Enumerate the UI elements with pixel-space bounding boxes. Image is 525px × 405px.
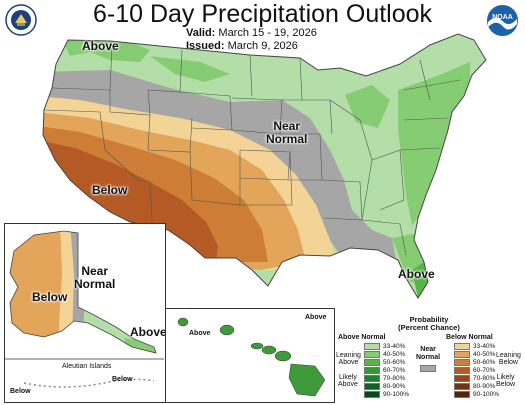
legend-below-range: 60-70%	[473, 366, 496, 374]
label-below-aleutian-right: Below	[112, 376, 133, 383]
legend-title-line1: Probability	[409, 315, 449, 324]
legend-below-swatch	[454, 359, 470, 366]
legend-above-swatch	[364, 391, 380, 398]
valid-label: Valid:	[186, 27, 216, 39]
label-above-hawaii-left: Above	[189, 330, 211, 337]
legend-above-header: Above Normal	[338, 334, 386, 341]
legend-near-header: Near Normal	[416, 346, 441, 361]
label-near-normal: Near Normal	[266, 119, 308, 146]
issued-line: Issued: March 9, 2026	[186, 40, 298, 52]
legend-below-range: 50-60%	[473, 358, 496, 366]
legend-above-swatch	[364, 359, 380, 366]
legend-likely-below: Likely Below	[496, 374, 516, 388]
legend-above-swatch	[364, 343, 380, 350]
legend-above-range: 70-80%	[383, 374, 406, 382]
valid-dates: March 15 - 19, 2026	[218, 27, 317, 39]
legend-above-range: 50-60%	[383, 358, 406, 366]
above-40-50-east	[398, 62, 470, 225]
label-below-aleutian-left: Below	[10, 388, 31, 395]
noaa-logo-text: NOAA	[492, 14, 513, 21]
usda-seal-icon	[5, 4, 37, 36]
label-above-southeast: Above	[398, 267, 435, 281]
conus-outline	[42, 33, 487, 299]
legend-above-range: 80-90%	[383, 382, 406, 390]
label-below-alaska: Below	[32, 290, 68, 304]
legend-title-line2: (Percent Chance)	[398, 323, 460, 332]
legend-above-swatch	[364, 367, 380, 374]
legend-below-range: 70-80%	[473, 374, 496, 382]
label-below-conus: Below	[92, 183, 128, 197]
issued-date: March 9, 2026	[227, 40, 298, 52]
aleutian-islands-chain	[23, 378, 155, 388]
legend-likely-above: Likely Above	[338, 374, 358, 388]
legend-below-swatch	[454, 391, 470, 398]
legend-below-range: 80-90%	[473, 382, 496, 390]
legend-above-range: 33-40%	[383, 342, 406, 350]
state-boundaries	[43, 44, 461, 256]
above-40-50-montana	[150, 56, 230, 82]
legend-below-swatch	[454, 375, 470, 382]
legend-above-swatch	[364, 383, 380, 390]
aleutian-islands-title: Aleutian Islands	[62, 363, 112, 370]
alaska-outlook-shading	[10, 231, 156, 353]
page-title: 6-10 Day Precipitation Outlook	[92, 0, 433, 28]
noaa-logo-icon: NOAA	[487, 5, 518, 36]
near-normal-band	[43, 70, 396, 270]
issued-label: Issued:	[186, 40, 225, 52]
hawaii-map	[177, 317, 326, 397]
legend-below-swatch	[454, 367, 470, 374]
legend-above-range: 40-50%	[383, 350, 406, 358]
label-above-alaska: Above	[130, 325, 167, 339]
legend-below-range: 33-40%	[473, 342, 496, 350]
legend-below-swatch	[454, 351, 470, 358]
legend-above-range: 90-100%	[383, 390, 410, 398]
legend-above-swatch	[364, 375, 380, 382]
legend-below-range: 40-50%	[473, 350, 496, 358]
legend-above-swatch	[364, 351, 380, 358]
hawaii-islands	[177, 317, 326, 397]
alaska-map	[4, 230, 164, 388]
legend-leaning-below: Leaning Below	[496, 352, 521, 366]
legend-near-swatch	[420, 365, 436, 372]
legend-below-range: 90-100%	[473, 390, 500, 398]
legend-below-header: Below Normal	[446, 334, 493, 341]
legend-below-swatch	[454, 343, 470, 350]
legend: Probability (Percent Chance) Above Norma…	[334, 308, 524, 401]
legend-leaning-above: Leaning Above	[336, 352, 361, 366]
legend-below-swatch	[454, 383, 470, 390]
label-near-normal-alaska: Near Normal	[74, 264, 116, 291]
label-above-hawaii-right: Above	[305, 314, 327, 321]
label-above-northwest: Above	[82, 39, 119, 53]
legend-above-range: 60-70%	[383, 366, 406, 374]
valid-line: Valid: March 15 - 19, 2026	[186, 27, 317, 39]
